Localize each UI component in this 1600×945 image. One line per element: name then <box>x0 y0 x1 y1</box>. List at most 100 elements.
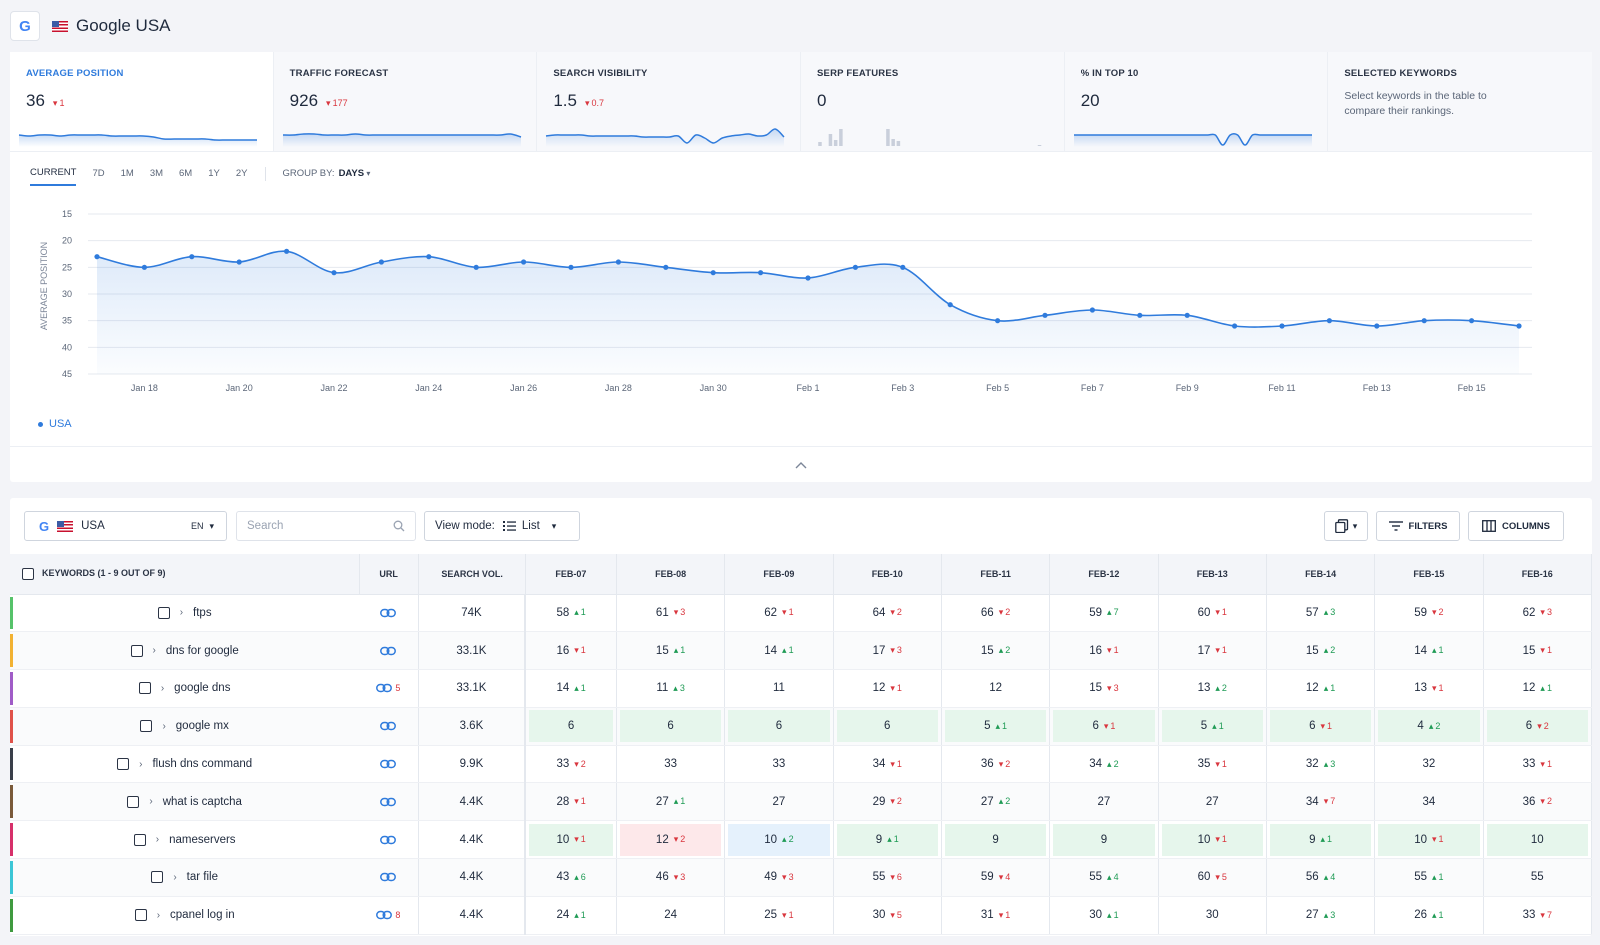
keywords-column-header[interactable]: KEYWORDS (1 - 9 OUT OF 9) <box>10 554 360 595</box>
position-value-box[interactable]: 17 ▾ 1 <box>1162 635 1263 667</box>
row-checkbox[interactable] <box>140 720 153 733</box>
position-value-box[interactable]: 6 ▾ 2 <box>1486 710 1588 743</box>
position-value-box[interactable]: 15 ▴ 2 <box>945 635 1046 667</box>
position-value-box[interactable]: 66 ▾ 2 <box>945 597 1046 629</box>
data-point[interactable] <box>995 318 1001 324</box>
position-value-box[interactable]: 33 ▾ 1 <box>1487 748 1588 780</box>
position-value-box[interactable]: 57 ▴ 3 <box>1270 597 1371 629</box>
position-value-box[interactable]: 31 ▾ 1 <box>945 899 1046 931</box>
data-point[interactable] <box>710 270 716 276</box>
position-value-box[interactable]: 58 ▴ 1 <box>529 597 613 629</box>
position-value-box[interactable]: 62 ▾ 3 <box>1487 597 1588 629</box>
position-value-box[interactable]: 10 <box>1486 823 1588 856</box>
position-value-box[interactable]: 12 ▾ 1 <box>837 672 938 704</box>
position-value-box[interactable]: 25 ▾ 1 <box>728 899 829 931</box>
position-value-box[interactable]: 56 ▴ 4 <box>1270 861 1371 893</box>
keyword-name[interactable]: ftps <box>193 606 212 619</box>
expand-chevron-icon[interactable]: › <box>152 645 156 657</box>
data-point[interactable] <box>1326 318 1332 324</box>
copy-menu-button[interactable]: ▾ <box>1324 511 1368 541</box>
data-point[interactable] <box>189 254 195 260</box>
range-option-current[interactable]: CURRENT <box>30 167 77 186</box>
position-value-box[interactable]: 13 ▾ 1 <box>1378 672 1479 704</box>
metric-card[interactable]: TRAFFIC FORECAST 926 ▾ 177 <box>273 52 538 151</box>
position-value-box[interactable]: 10 ▴ 2 <box>728 823 830 856</box>
position-value-box[interactable]: 4 ▴ 2 <box>1378 710 1480 743</box>
row-checkbox[interactable] <box>127 795 140 808</box>
filters-button[interactable]: FILTERS <box>1376 511 1460 541</box>
position-value-box[interactable]: 33 <box>728 748 829 780</box>
group-by-select[interactable]: GROUP BY: DAYS ▾ <box>282 168 370 179</box>
position-value-box[interactable]: 17 ▾ 3 <box>837 635 938 667</box>
data-point[interactable] <box>141 264 147 270</box>
row-checkbox[interactable] <box>130 644 143 657</box>
position-value-box[interactable]: 15 ▾ 1 <box>1487 635 1588 667</box>
position-value-box[interactable]: 12 <box>945 672 1046 704</box>
position-value-box[interactable]: 28 ▾ 1 <box>529 786 613 818</box>
date-column-header[interactable]: FEB-16 <box>1483 554 1592 595</box>
position-value-box[interactable]: 30 ▾ 5 <box>837 899 938 931</box>
position-value-box[interactable]: 15 ▾ 3 <box>1053 672 1154 704</box>
position-value-box[interactable]: 12 ▴ 1 <box>1487 672 1588 704</box>
position-value-box[interactable]: 5 ▴ 1 <box>1161 710 1263 743</box>
position-value-box[interactable]: 14 ▴ 1 <box>529 672 613 704</box>
date-column-header[interactable]: FEB-10 <box>833 554 942 595</box>
position-value-box[interactable]: 61 ▾ 3 <box>620 597 721 629</box>
position-value-box[interactable]: 12 ▾ 2 <box>619 823 722 856</box>
data-point[interactable] <box>805 275 811 281</box>
position-value-box[interactable]: 55 <box>1487 861 1588 893</box>
position-value-box[interactable]: 24 <box>620 899 721 931</box>
range-option-2y[interactable]: 2Y <box>235 168 248 179</box>
keyword-name[interactable]: google dns <box>174 682 231 695</box>
data-point[interactable] <box>378 259 384 265</box>
data-point[interactable] <box>1469 318 1475 324</box>
position-value-box[interactable]: 59 ▴ 7 <box>1053 597 1154 629</box>
position-value-box[interactable]: 11 <box>728 672 829 704</box>
url-column-header[interactable]: URL <box>359 554 419 595</box>
date-column-header[interactable]: FEB-08 <box>616 554 726 595</box>
data-point[interactable] <box>284 248 290 254</box>
position-value-box[interactable]: 36 ▾ 2 <box>945 748 1046 780</box>
position-value-box[interactable]: 6 ▾ 1 <box>1053 710 1155 743</box>
position-value-box[interactable]: 35 ▾ 1 <box>1162 748 1263 780</box>
position-value-box[interactable]: 9 <box>944 823 1047 856</box>
expand-chevron-icon[interactable]: › <box>155 834 160 846</box>
position-value-box[interactable]: 11 ▴ 3 <box>620 672 721 704</box>
position-value-box[interactable]: 55 ▾ 6 <box>837 861 938 893</box>
position-value-box[interactable]: 27 ▴ 1 <box>620 786 721 818</box>
search-engine-select[interactable]: G USA EN ▾ <box>24 511 227 541</box>
position-value-box[interactable]: 30 ▴ 1 <box>1053 899 1154 931</box>
position-value-box[interactable]: 15 ▴ 1 <box>620 635 721 667</box>
link-icon[interactable] <box>380 835 397 845</box>
position-value-box[interactable]: 32 <box>1378 748 1479 780</box>
expand-chevron-icon[interactable]: › <box>173 871 177 883</box>
search-box[interactable] <box>236 511 416 541</box>
position-value-box[interactable]: 16 ▾ 1 <box>1053 635 1154 667</box>
select-all-checkbox[interactable] <box>22 567 34 580</box>
range-option-1y[interactable]: 1Y <box>208 168 220 179</box>
range-option-6m[interactable]: 6M <box>179 168 193 179</box>
data-point[interactable] <box>663 264 669 270</box>
date-column-header[interactable]: FEB-13 <box>1158 554 1267 595</box>
collapse-chart-button[interactable] <box>10 446 1592 482</box>
data-point[interactable] <box>568 264 574 270</box>
position-value-box[interactable]: 29 ▾ 2 <box>837 786 938 818</box>
range-option-3m[interactable]: 3M <box>149 168 164 179</box>
position-value-box[interactable]: 33 <box>620 748 721 780</box>
data-point[interactable] <box>615 259 622 265</box>
position-value-box[interactable]: 33 ▾ 2 <box>529 748 613 780</box>
range-option-7d[interactable]: 7D <box>92 168 105 179</box>
data-point[interactable] <box>426 254 432 260</box>
position-value-box[interactable]: 6 <box>529 710 613 743</box>
date-column-header[interactable]: FEB-15 <box>1374 554 1484 595</box>
data-point[interactable] <box>521 259 527 265</box>
position-value-box[interactable]: 60 ▾ 5 <box>1162 861 1263 893</box>
position-value-box[interactable]: 30 <box>1162 899 1263 931</box>
keyword-name[interactable]: google mx <box>175 720 229 733</box>
date-column-header[interactable]: FEB-09 <box>724 554 834 595</box>
position-value-box[interactable]: 14 ▴ 1 <box>728 635 829 667</box>
position-value-box[interactable]: 64 ▾ 2 <box>837 597 938 629</box>
chart-legend[interactable]: USA <box>38 418 72 430</box>
position-value-box[interactable]: 27 <box>1053 786 1154 818</box>
position-value-box[interactable]: 9 ▴ 1 <box>1269 823 1372 856</box>
